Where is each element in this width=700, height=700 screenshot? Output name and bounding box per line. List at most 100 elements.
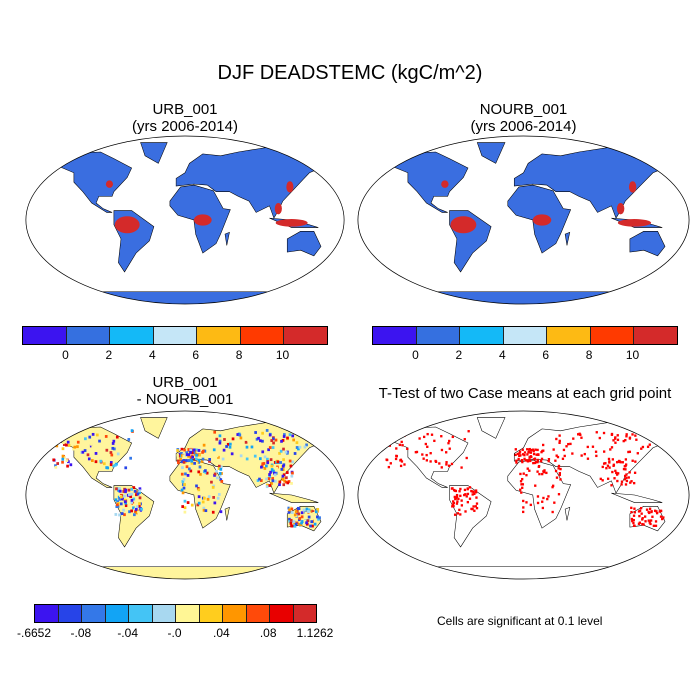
difference-cell (247, 438, 250, 442)
difference-cell (138, 496, 142, 500)
significant-cell (440, 448, 444, 452)
significant-cell (459, 487, 462, 491)
difference-cell (211, 510, 215, 514)
significant-cell (525, 459, 529, 462)
difference-cell (212, 448, 216, 452)
difference-cell (132, 506, 135, 510)
significant-cell (474, 505, 477, 508)
significant-cell (518, 450, 522, 453)
significant-cell (521, 483, 525, 486)
difference-cell (113, 447, 116, 451)
difference-cell (106, 466, 110, 470)
colorbar-box (35, 605, 59, 622)
difference-cell (271, 437, 275, 441)
significant-cell (613, 477, 616, 480)
significant-cell (532, 452, 536, 456)
significant-cell (609, 448, 612, 451)
significant-cell (640, 447, 643, 450)
significant-cell (655, 510, 658, 513)
difference-cell (178, 452, 182, 456)
difference-cell (91, 459, 94, 462)
significant-cell (610, 446, 614, 449)
difference-cell (281, 468, 285, 471)
panel-title-ttest: T-Test of two Case means at each grid po… (378, 385, 672, 402)
difference-cell (187, 453, 191, 457)
difference-cell (216, 476, 219, 480)
difference-cell (265, 429, 269, 432)
difference-cell (84, 437, 87, 441)
significant-cell (471, 490, 474, 493)
difference-cell (288, 508, 291, 512)
difference-cell (288, 459, 292, 463)
significant-cell (616, 438, 620, 442)
significant-cell (601, 479, 604, 482)
significant-cell (654, 524, 658, 527)
difference-cell (135, 505, 139, 509)
difference-cell (186, 473, 190, 477)
difference-cell (257, 436, 260, 440)
difference-cell (69, 463, 73, 467)
significant-cell (598, 436, 601, 440)
significant-cell (546, 497, 549, 501)
difference-cell (273, 473, 277, 477)
difference-cell (201, 457, 205, 461)
difference-cell (281, 464, 285, 468)
difference-cell (278, 483, 281, 487)
difference-cell (199, 472, 202, 476)
significant-cell (631, 433, 634, 436)
colorbar-difference (34, 604, 317, 623)
significant-cell (612, 439, 615, 442)
difference-cell (194, 457, 198, 461)
difference-cell (291, 434, 295, 438)
significant-cell (630, 517, 634, 521)
panel-title-line2: - NOURB_001 (136, 391, 234, 408)
difference-cell (257, 467, 260, 471)
difference-cell (288, 433, 292, 437)
difference-cell (109, 451, 113, 454)
difference-cell (218, 441, 222, 445)
difference-cell (272, 469, 275, 473)
significant-cell (447, 442, 450, 445)
difference-cell (116, 452, 120, 456)
difference-cell (109, 461, 113, 464)
significant-cell (618, 460, 622, 463)
difference-cell (180, 451, 183, 455)
significant-cell (637, 522, 641, 525)
colorbar-box (246, 605, 270, 622)
colorbar-label: 8 (235, 348, 243, 362)
significant-cell (623, 478, 627, 481)
difference-cell (202, 506, 206, 510)
difference-cell (177, 461, 180, 465)
significant-cell (603, 450, 606, 453)
difference-cell (116, 503, 119, 507)
difference-cell (289, 518, 293, 522)
difference-cell (261, 439, 264, 443)
significant-cell (541, 472, 544, 476)
difference-cell (316, 515, 319, 519)
significant-cell (475, 496, 478, 499)
difference-cell (262, 458, 266, 462)
significant-cell (532, 449, 535, 453)
difference-cell (309, 524, 312, 528)
difference-cell (135, 511, 138, 515)
significant-cell (536, 470, 539, 473)
difference-cell (274, 471, 278, 475)
significant-cell (465, 456, 468, 460)
significant-cell (523, 451, 527, 454)
difference-cell (176, 449, 179, 452)
significant-cell (625, 435, 628, 438)
significant-cell (547, 458, 551, 461)
significant-cell (519, 488, 522, 491)
significant-cell (625, 476, 628, 480)
difference-cell (184, 459, 187, 462)
difference-cell (190, 503, 194, 507)
difference-cell (236, 433, 240, 436)
difference-cell (182, 486, 186, 490)
difference-cell (214, 459, 218, 463)
significant-cell (422, 435, 426, 439)
significant-cell (631, 459, 634, 462)
difference-cell (128, 510, 131, 514)
significant-cell (399, 464, 403, 468)
difference-cell (187, 454, 190, 458)
difference-cell (112, 439, 116, 443)
